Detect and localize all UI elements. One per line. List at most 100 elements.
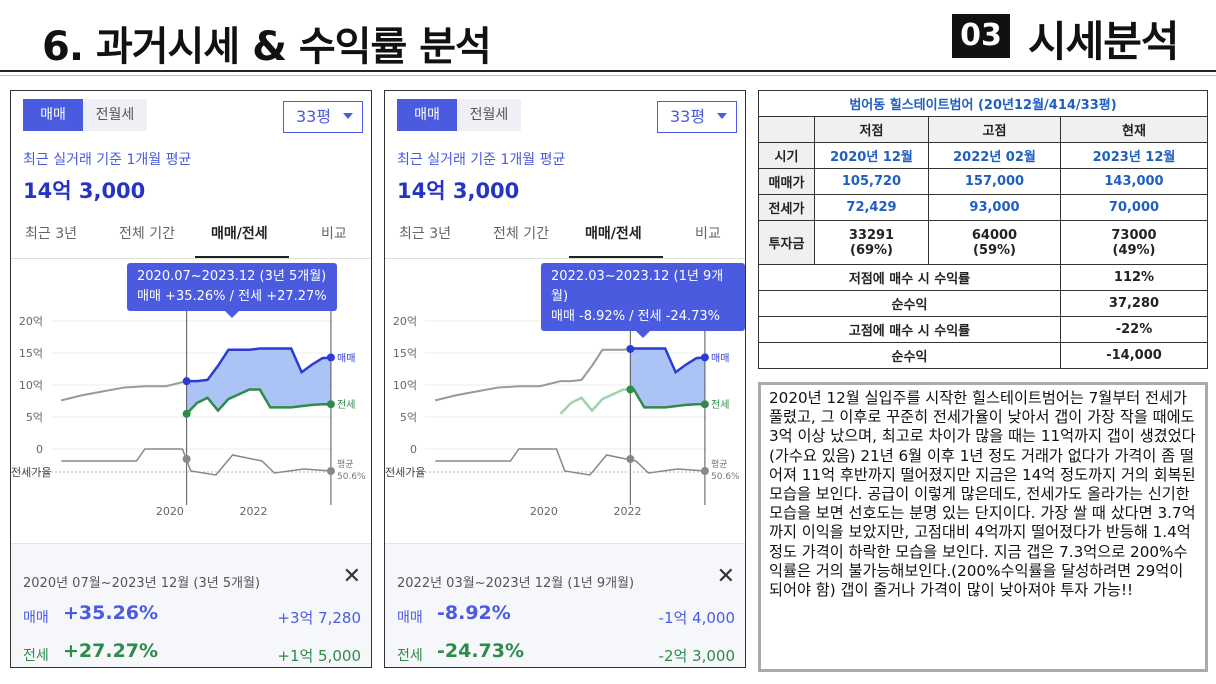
trade-type-toggle: 매매 전월세: [397, 99, 521, 131]
tooltip-change: 매매 -8.92% / 전세 -24.73%: [551, 309, 720, 324]
tab-sale-jeonse[interactable]: 매매/전세: [211, 226, 268, 242]
toggle-rent-button[interactable]: 전월세: [469, 107, 509, 123]
ratio-line: [435, 448, 705, 476]
table-header: 고점: [928, 116, 1061, 143]
close-icon[interactable]: ✕: [716, 564, 735, 589]
summary-value: -22%: [1060, 316, 1208, 343]
invest-amount: 64000: [971, 227, 1018, 243]
tab-compare[interactable]: 비교: [321, 226, 347, 242]
page-title: 6. 과거시세 & 수익률 분석: [42, 24, 492, 70]
summary-value: -14,000: [1060, 342, 1208, 369]
table-cell: 73000 (49%): [1060, 220, 1208, 265]
tab-compare[interactable]: 비교: [695, 226, 721, 242]
ratio-label: 전세가율: [11, 466, 51, 479]
tab-recent-3y[interactable]: 최근 3년: [399, 226, 451, 242]
period-tabs: 최근 3년 전체 기간 매매/전세 비교: [385, 215, 745, 259]
toggle-sale-button[interactable]: 매매: [23, 99, 83, 131]
x-tick-label: 2020: [530, 505, 558, 518]
size-select[interactable]: 33평: [283, 101, 363, 133]
invest-amount: 73000: [1111, 227, 1157, 243]
sale-change-pct: -8.92%: [437, 602, 511, 624]
range-summary: 2020년 07월~2023년 12월 (3년 5개월) ✕ 매매 +35.26% +3…: [11, 543, 371, 667]
table-header: 현재: [1060, 116, 1208, 143]
jeonse-change-pct: +27.27%: [63, 640, 159, 662]
tooltip-range: 2020.07~2023.12 (3년 5개월): [137, 269, 327, 284]
row-label: 투자금: [758, 220, 815, 265]
row-label: 시기: [758, 142, 815, 169]
range-summary: 2022년 03월~2023년 12월 (1년 9개월) ✕ 매매 -8.92% -1억…: [385, 543, 745, 667]
jeonse-change-amount: +1억 5,000: [277, 647, 361, 665]
summary-label: 순수익: [758, 342, 1061, 369]
toggle-sale-button[interactable]: 매매: [397, 99, 457, 131]
ratio-end-point: [326, 467, 335, 475]
invest-amount: 33291: [848, 227, 895, 243]
range-tooltip: 2022.03~2023.12 (1년 9개월) 매매 -8.92% / 전세 -…: [541, 263, 745, 338]
sale-label: 매매: [23, 610, 49, 626]
ratio-line: [61, 448, 331, 476]
tab-all-period[interactable]: 전체 기간: [119, 226, 175, 242]
toggle-rent-button[interactable]: 전월세: [95, 107, 135, 123]
avg-label: 평균: [711, 459, 728, 470]
table-cell: 2020년 12월: [814, 142, 929, 169]
close-icon[interactable]: ✕: [342, 564, 361, 589]
y-tick-label: 0: [36, 443, 43, 456]
y-tick-label: 10억: [393, 379, 417, 392]
summary-label: 고점에 매수 시 수익률: [758, 316, 1061, 343]
jeonse-series-label: 전세: [337, 399, 355, 411]
sale-line: [186, 347, 332, 383]
sale-line-past: [434, 347, 631, 402]
average-price: 14억 3,000: [397, 179, 520, 203]
summary-range: 2020년 07월~2023년 12월 (3년 5개월): [23, 576, 261, 591]
size-select[interactable]: 33평: [657, 101, 737, 133]
y-tick-label: 0: [410, 443, 417, 456]
x-tick-label: 2020: [156, 505, 184, 518]
table-header: 저점: [814, 116, 929, 143]
table-cell: 143,000: [1060, 168, 1208, 195]
ratio-end-point: [700, 467, 709, 475]
table-cell: 157,000: [928, 168, 1061, 195]
analysis-text: 2020년 12월 실입주를 시작한 힐스테이트범어는 7월부터 전세가 풀렸고…: [758, 382, 1208, 672]
price-subtitle: 최근 실거래 기준 1개월 평균: [23, 152, 192, 168]
range-start-point: [626, 344, 635, 353]
period-tabs: 최근 3년 전체 기간 매매/전세 비교: [11, 215, 371, 259]
price-panel-1: 매매 전월세 33평 최근 실거래 기준 1개월 평균 14억 3,000 최근 3년 전체…: [10, 90, 372, 668]
summary-value: 37,280: [1060, 290, 1208, 317]
sale-change-amount: +3억 7,280: [277, 609, 361, 627]
tab-divider: [385, 258, 745, 259]
avg-value: 50.6%: [337, 472, 366, 482]
jeonse-line: [185, 388, 331, 415]
table-cell: 93,000: [928, 194, 1061, 221]
tab-all-period[interactable]: 전체 기간: [493, 226, 549, 242]
range-end-point: [700, 400, 709, 409]
sale-series-label: 매매: [337, 352, 355, 364]
trade-type-toggle: 매매 전월세: [23, 99, 147, 131]
sale-change-amount: -1억 4,000: [658, 609, 735, 627]
tab-divider: [11, 258, 371, 259]
x-tick-label: 2022: [614, 505, 642, 518]
tooltip-change: 매매 +35.26% / 전세 +27.27%: [137, 289, 327, 304]
y-tick-label: 10억: [19, 379, 43, 392]
tab-recent-3y[interactable]: 최근 3년: [25, 226, 77, 242]
table-caption: 범어동 힐스테이트범어 (20년12월/414/33평): [758, 90, 1208, 117]
range-tooltip: 2020.07~2023.12 (3년 5개월) 매매 +35.26% / 전세 …: [127, 263, 337, 318]
caret-down-icon: [717, 113, 727, 119]
jeonse-line: [630, 388, 705, 409]
section-title: 시세분석: [1028, 17, 1180, 66]
tooltip-range: 2022.03~2023.12 (1년 9개월): [551, 269, 724, 304]
y-tick-label: 20억: [393, 315, 417, 328]
jeonse-line-past: [559, 388, 631, 415]
size-select-value: 33평: [296, 107, 332, 126]
tab-sale-jeonse[interactable]: 매매/전세: [585, 226, 642, 242]
jeonse-label: 전세: [397, 648, 423, 664]
jeonse-change-amount: -2억 3,000: [658, 647, 735, 665]
avg-value: 50.6%: [711, 472, 740, 482]
summary-label: 순수익: [758, 290, 1061, 317]
y-tick-label: 15억: [393, 347, 417, 360]
sale-change-pct: +35.26%: [63, 602, 159, 624]
range-end-point: [326, 400, 335, 409]
row-label: 전세가: [758, 194, 815, 221]
summary-value: 112%: [1060, 264, 1208, 291]
ratio-label: 전세가율: [385, 466, 425, 479]
x-tick-label: 2022: [240, 505, 268, 518]
